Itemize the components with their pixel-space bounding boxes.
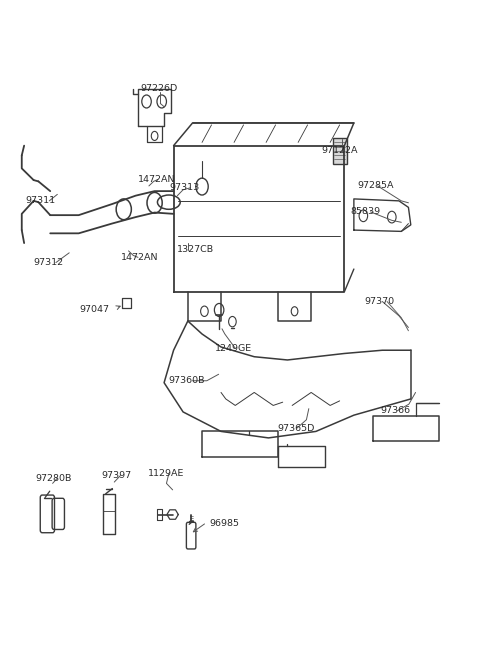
Text: 96985: 96985 (209, 519, 239, 528)
Text: 97365D: 97365D (277, 424, 314, 433)
Text: 85839: 85839 (350, 208, 381, 216)
Text: 97311: 97311 (25, 196, 56, 206)
Text: 97047: 97047 (80, 305, 109, 314)
Text: 97280B: 97280B (35, 474, 72, 483)
Text: 1472AN: 1472AN (138, 175, 176, 184)
Text: 97312: 97312 (34, 258, 64, 267)
Text: 97397: 97397 (101, 471, 132, 480)
Text: 97313: 97313 (170, 183, 200, 193)
Text: 1472AN: 1472AN (120, 253, 158, 262)
Text: 97366: 97366 (380, 406, 410, 415)
Text: 1129AE: 1129AE (147, 469, 184, 478)
Bar (333, 138, 347, 164)
Text: 97226D: 97226D (140, 84, 178, 93)
Text: 97285A: 97285A (358, 181, 394, 191)
Text: 1249GE: 1249GE (216, 344, 252, 353)
Text: 1327CB: 1327CB (178, 245, 215, 254)
Text: 97370: 97370 (364, 297, 395, 306)
Text: 97360B: 97360B (168, 376, 204, 385)
Text: 97122A: 97122A (322, 146, 358, 155)
